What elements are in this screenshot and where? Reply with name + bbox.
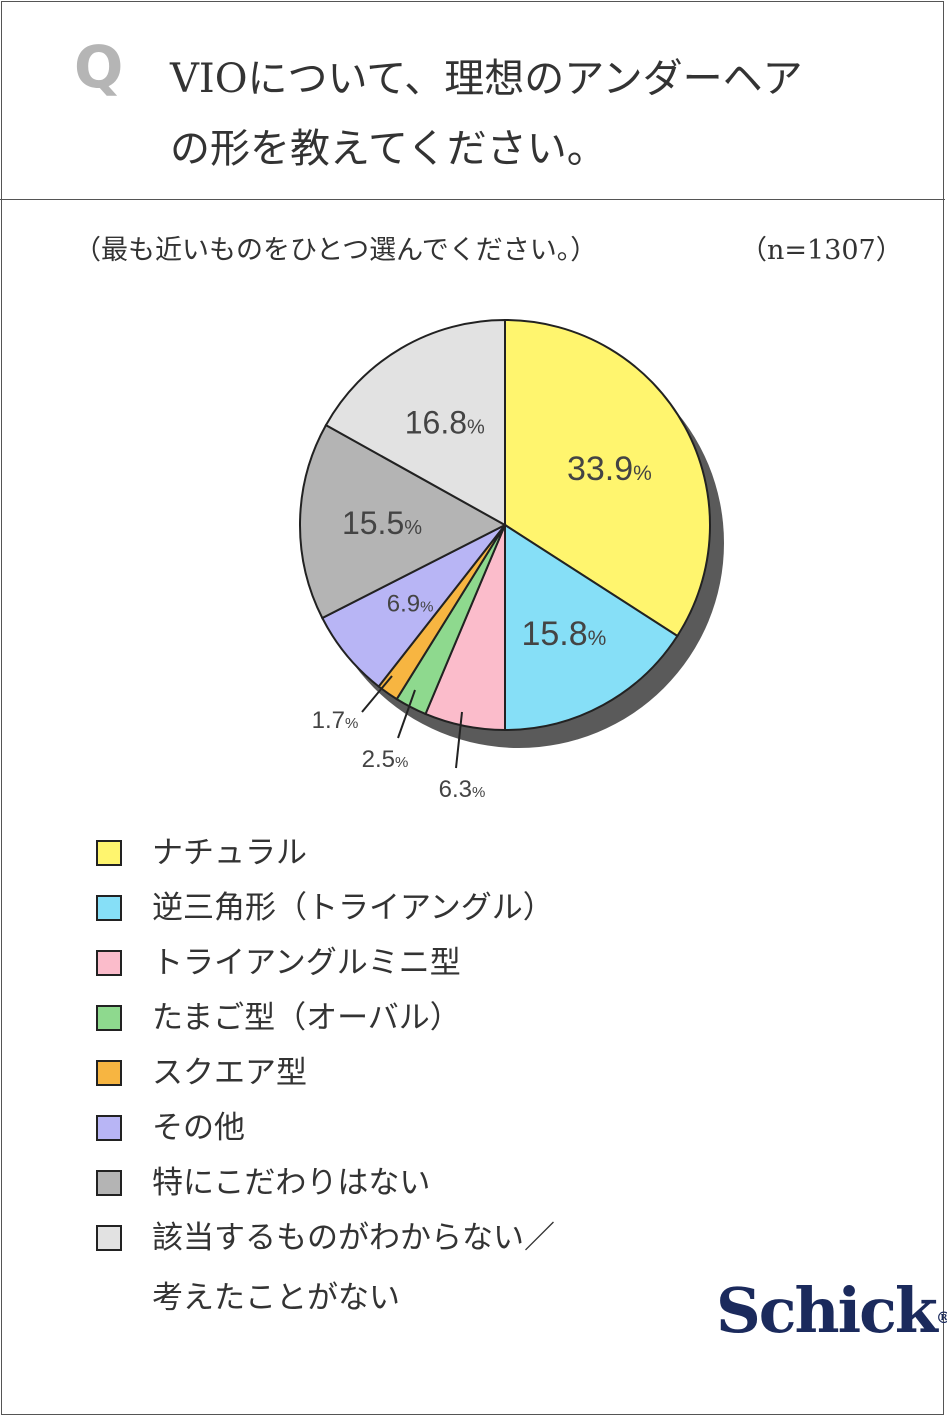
legend-label: その他 (152, 1105, 245, 1151)
question-line-1: VIOについて、理想のアンダーヘア (170, 56, 803, 102)
legend-label-line-1: スクエア型 (152, 1055, 307, 1091)
legend-label-line-1: 逆三角形（トライアングル） (152, 890, 554, 926)
legend-item: ナチュラル (96, 830, 307, 876)
slice-value: 33.9 (567, 450, 633, 488)
leader-line (361, 675, 393, 713)
percent-sign: % (345, 715, 358, 732)
pie-chart: 33.9%15.8%6.3%2.5%1.7%6.9%15.5%16.8% (299, 318, 724, 803)
legend-swatch (96, 950, 122, 976)
legend-swatch (96, 1005, 122, 1031)
legend-label-line-2: 考えたことがない (152, 1280, 400, 1316)
percent-sign: % (633, 462, 652, 485)
slice-value-label: 2.5% (362, 746, 409, 773)
chart-subtitle: （最も近いものをひとつ選んでください。） (74, 235, 598, 266)
legend-item: 該当するものがわからない／ 考えたことがない (96, 1215, 555, 1321)
slice-value-label: 6.3% (439, 776, 486, 803)
legend-swatch (96, 1170, 122, 1196)
legend-label-line-1: 該当するものがわからない／ (152, 1220, 555, 1256)
question-text: VIOについて、理想のアンダーヘア の形を教えてください。 (170, 44, 910, 184)
slice-value-label: 33.9% (567, 450, 652, 488)
legend-label: トライアングルミニ型 (152, 940, 461, 986)
legend-swatch (96, 1115, 122, 1141)
registered-mark: ® (935, 1308, 947, 1327)
pie-slice (299, 423, 508, 620)
legend-label: 逆三角形（トライアングル） (152, 885, 554, 931)
legend-item: 逆三角形（トライアングル） (96, 885, 554, 931)
legend-label-line-1: その他 (152, 1110, 245, 1146)
legend-label-line-1: 特にこだわりはない (152, 1165, 431, 1201)
legend-item: 特にこだわりはない (96, 1160, 430, 1206)
slice-value: 15.5 (342, 505, 404, 541)
pie-slice (324, 318, 506, 527)
legend-label: 該当するものがわからない／ 考えたことがない (152, 1215, 555, 1321)
slice-value-label: 15.5% (342, 505, 422, 541)
legend-item: その他 (96, 1105, 245, 1151)
legend-swatch (96, 1060, 122, 1086)
slice-value-label: 6.9% (387, 591, 434, 618)
slice-value: 16.8 (405, 405, 467, 441)
question-line-2: の形を教えてください。 (170, 126, 607, 172)
slice-value: 6.9 (387, 591, 420, 618)
slice-value: 15.8 (521, 615, 587, 653)
legend-label-line-1: たまご型（オーバル） (152, 1000, 461, 1036)
legend-item: トライアングルミニ型 (96, 940, 461, 986)
legend-label: ナチュラル (152, 830, 307, 876)
legend-label-line-1: ナチュラル (152, 835, 307, 871)
brand-logo: Schick® (716, 1280, 947, 1342)
percent-sign: % (404, 517, 422, 539)
brand-name: Schick (716, 1274, 938, 1347)
legend-item: たまご型（オーバル） (96, 995, 461, 1041)
legend-label: スクエア型 (152, 1050, 307, 1096)
question-header: Q VIOについて、理想のアンダーヘア の形を教えてください。 (0, 0, 945, 200)
legend-swatch (96, 895, 122, 921)
legend-label: たまご型（オーバル） (152, 995, 461, 1041)
legend-item: スクエア型 (96, 1050, 307, 1096)
slice-value-label: 15.8% (521, 615, 606, 653)
percent-sign: % (472, 784, 485, 801)
leader-line (455, 711, 463, 769)
pie-slice (504, 523, 679, 732)
percent-sign: % (588, 627, 607, 650)
slice-value: 2.5 (362, 746, 395, 773)
slice-value: 1.7 (312, 707, 345, 734)
legend-swatch (96, 1225, 122, 1251)
slice-value: 6.3 (439, 776, 472, 803)
legend-label: 特にこだわりはない (152, 1160, 430, 1206)
legend-swatch (96, 840, 122, 866)
percent-sign: % (467, 417, 485, 439)
slice-value-label: 16.8% (405, 405, 485, 441)
percent-sign: % (420, 599, 433, 616)
slice-value-label: 1.7% (312, 707, 359, 734)
leader-line (397, 689, 416, 739)
question-mark: Q (74, 33, 124, 101)
sample-size: （n=1307） (740, 235, 903, 266)
legend-label-line-1: トライアングルミニ型 (152, 945, 461, 981)
percent-sign: % (395, 754, 408, 771)
